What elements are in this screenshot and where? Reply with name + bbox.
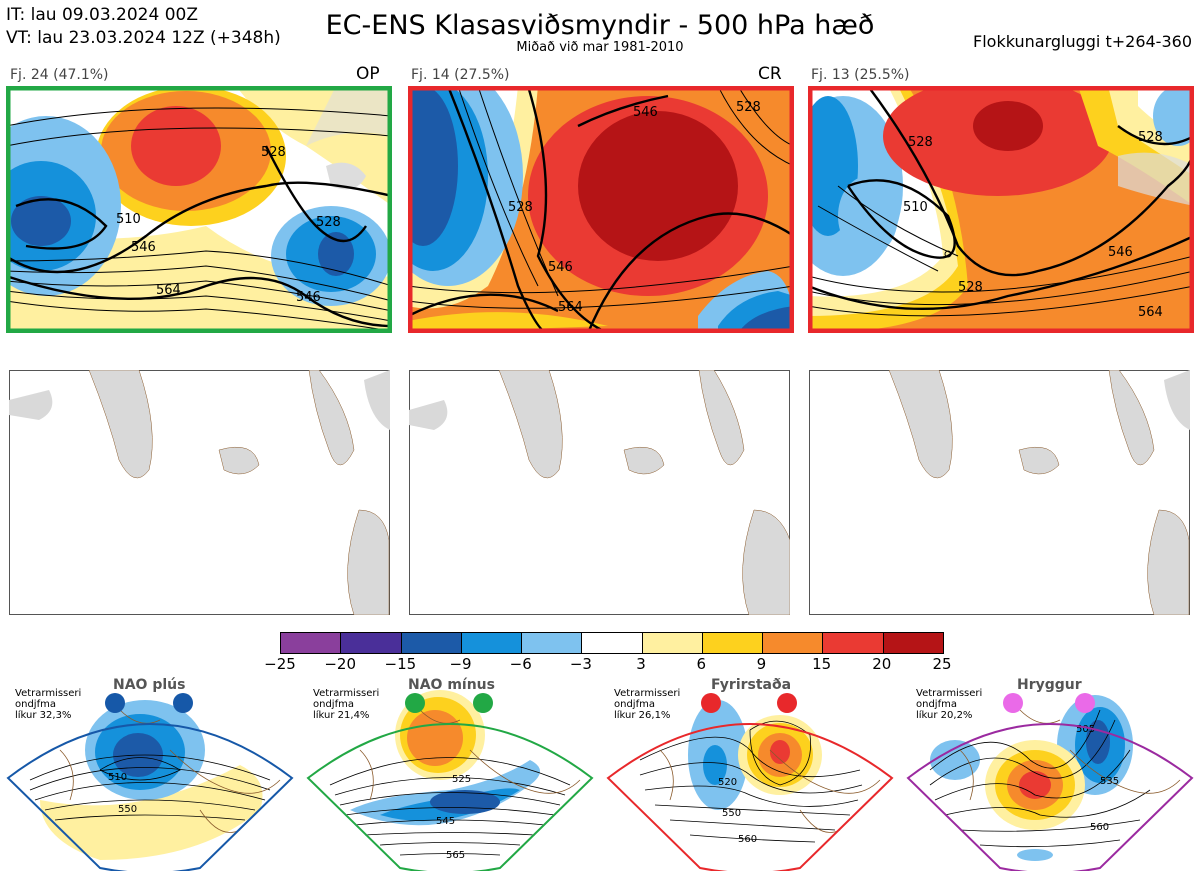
contour-label: 565 [446, 850, 465, 861]
blank-map-1 [9, 370, 390, 615]
contour-label: 510 [116, 212, 141, 227]
regime-4-marker [1003, 693, 1023, 713]
contour-label: 564 [156, 283, 181, 298]
contour-label: 550 [118, 804, 137, 815]
regime-2-info: Vetrarmisseri ondjfma líkur 21,4% [313, 688, 380, 721]
regime-4-map: 505 535 560 [906, 695, 1194, 871]
contour-label: 564 [558, 300, 583, 315]
colorbar-swatch [400, 633, 461, 653]
regime-2-marker [405, 693, 425, 713]
colorbar-swatch [340, 633, 401, 653]
cluster-window: Flokkunargluggi t+264-360 [973, 32, 1192, 51]
page-title: EC-ENS Klasasviðsmyndir - 500 hPa hæð [325, 10, 875, 41]
cluster-2-border [408, 86, 794, 333]
regime-3-name: Fyrirstaða [711, 677, 792, 693]
colorbar-tick-label: 6 [696, 655, 707, 673]
contour-label: 546 [1108, 245, 1133, 260]
regime-2-marker [473, 693, 493, 713]
colorbar-swatch [521, 633, 582, 653]
colorbar-swatch [581, 633, 642, 653]
regime-2-name: NAO mínus [408, 677, 495, 693]
colorbar-tick-label: 15 [812, 655, 832, 673]
contour-label: 550 [722, 808, 741, 819]
contour-label: 560 [738, 834, 757, 845]
regime-4-name: Hryggur [1017, 677, 1082, 693]
cluster-1-tag: OP [356, 64, 380, 84]
contour-label: 520 [718, 777, 737, 788]
cluster-1-map: 510 528 546 564 528 546 [6, 86, 392, 333]
colorbar-tick-label: −25 [264, 655, 296, 673]
contour-label: 546 [548, 260, 573, 275]
contour-label: 564 [1138, 305, 1163, 320]
regime-1-marker [105, 693, 125, 713]
cluster-1-label: Fj. 24 (47.1%) [10, 67, 109, 83]
blank-map-2 [409, 370, 790, 615]
colorbar-tick-label: −20 [324, 655, 356, 673]
regime-1-map: 510 550 [6, 700, 294, 871]
colorbar-swatch [882, 633, 943, 653]
regime-2-border [306, 723, 594, 871]
regime-1-marker [173, 693, 193, 713]
colorbar-tick-label: 25 [932, 655, 952, 673]
regime-1-border [6, 723, 294, 871]
cluster-1-border [6, 86, 392, 333]
contour-label: 528 [261, 145, 286, 160]
anomaly-colorbar [280, 632, 944, 654]
regime-3-info: Vetrarmisseri ondjfma líkur 26,1% [614, 688, 681, 721]
run-times: IT: lau 09.03.2024 00Z VT: lau 23.03.202… [6, 4, 281, 50]
cluster-3-map: 528 528 510 528 546 564 [808, 86, 1194, 333]
contour-label: 560 [1090, 822, 1109, 833]
contour-label: 528 [736, 100, 761, 115]
colorbar-tick-label: 3 [636, 655, 646, 673]
contour-label: 528 [508, 200, 533, 215]
contour-label: 510 [903, 200, 928, 215]
regime-3-map: 520 550 560 [606, 700, 894, 871]
regime-3-border [606, 723, 894, 871]
contour-label: 528 [1138, 130, 1163, 145]
colorbar-tick-label: 9 [756, 655, 767, 673]
regime-1-info: Vetrarmisseri ondjfma líkur 32,3% [15, 688, 82, 721]
regime-4-marker [1075, 693, 1095, 713]
colorbar-ticks: −25 −20 −15 −9 −6 −3 3 6 9 15 20 25 [0, 655, 1200, 675]
colorbar-swatch [822, 633, 883, 653]
contour-label: 525 [452, 774, 471, 785]
contour-label: 546 [131, 240, 156, 255]
valid-time: VT: lau 23.03.2024 12Z (+348h) [6, 28, 281, 48]
climate-reference: Miðað við mar 1981-2010 [516, 40, 684, 55]
colorbar-tick-label: −15 [384, 655, 417, 673]
blank-map-3 [809, 370, 1190, 615]
colorbar-tick-label: −6 [509, 655, 532, 673]
contour-label: 546 [633, 105, 658, 120]
regime-1-name: NAO plús [113, 677, 186, 693]
cluster-2-map: 546 528 546 564 528 [408, 86, 794, 333]
colorbar-swatch [641, 633, 702, 653]
cluster-2-label: Fj. 14 (27.5%) [411, 67, 510, 83]
cluster-2-tag: CR [758, 64, 782, 84]
contour-label: 528 [958, 280, 983, 295]
colorbar-tick-label: −9 [449, 655, 472, 673]
colorbar-swatch [281, 633, 341, 653]
contour-label: 535 [1100, 776, 1119, 787]
contour-label: 528 [316, 215, 341, 230]
colorbar-swatch [701, 633, 763, 653]
contour-label: 546 [296, 290, 321, 305]
regime-3-marker [777, 693, 797, 713]
colorbar-tick-label: −3 [569, 655, 592, 673]
contour-label: 510 [108, 772, 127, 783]
cluster-3-label: Fj. 13 (25.5%) [811, 67, 910, 83]
cluster-3-border [808, 86, 1194, 333]
contour-label: 528 [908, 135, 933, 150]
regime-4-border [906, 723, 1194, 871]
initial-time: IT: lau 09.03.2024 00Z [6, 5, 198, 25]
colorbar-tick-label: 20 [872, 655, 892, 673]
colorbar-swatch [460, 633, 522, 653]
regime-3-marker [701, 693, 721, 713]
contour-label: 545 [436, 816, 455, 827]
colorbar-swatch [762, 633, 823, 653]
regime-4-info: Vetrarmisseri ondjfma líkur 20,2% [916, 688, 983, 721]
contour-label: 505 [1076, 724, 1095, 735]
regime-2-map: 525 545 565 [306, 690, 594, 871]
